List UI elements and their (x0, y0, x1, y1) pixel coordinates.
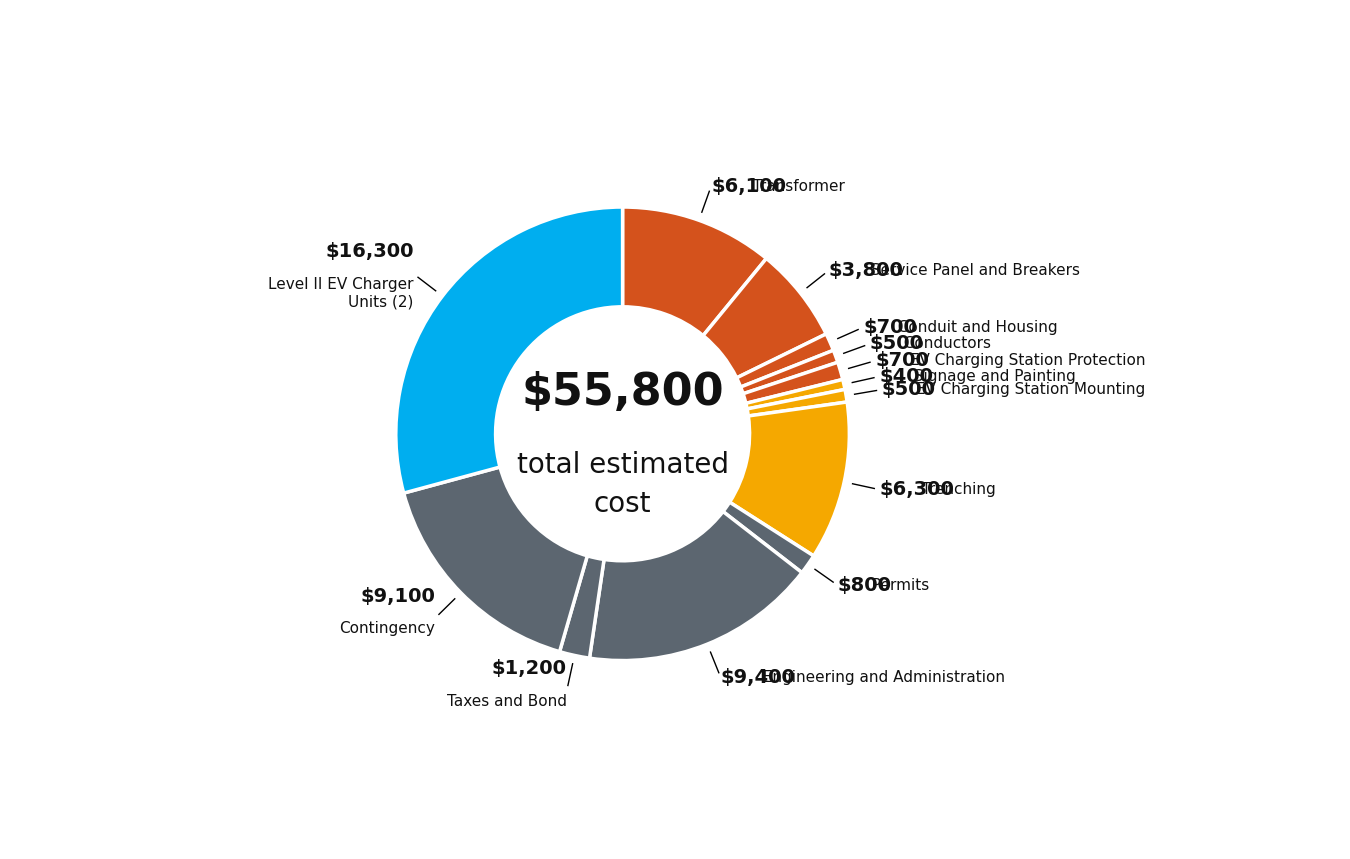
Text: Trenching: Trenching (911, 482, 995, 497)
Text: $9,100: $9,100 (360, 587, 435, 606)
Text: total estimated
cost: total estimated cost (517, 451, 729, 518)
Text: Level II EV Charger
Units (2): Level II EV Charger Units (2) (269, 277, 413, 309)
Wedge shape (743, 362, 842, 404)
Text: Permits: Permits (863, 578, 929, 593)
Wedge shape (703, 259, 826, 378)
Text: $500: $500 (882, 380, 936, 399)
Text: Service Panel and Breakers: Service Panel and Breakers (861, 263, 1080, 278)
Text: $6,300: $6,300 (880, 480, 954, 499)
Wedge shape (560, 556, 603, 658)
Wedge shape (747, 389, 846, 416)
Text: EV Charging Station Protection: EV Charging Station Protection (900, 353, 1145, 369)
Wedge shape (724, 503, 814, 573)
Wedge shape (737, 334, 833, 387)
Text: Engineering and Administration: Engineering and Administration (753, 670, 1004, 685)
Wedge shape (622, 207, 767, 336)
Wedge shape (396, 207, 622, 493)
Text: $55,800: $55,800 (521, 371, 724, 414)
Text: Contingency: Contingency (339, 621, 435, 637)
Wedge shape (590, 511, 802, 661)
Text: $800: $800 (837, 576, 891, 594)
Text: $400: $400 (879, 367, 933, 386)
Text: EV Charging Station Mounting: EV Charging Station Mounting (906, 382, 1146, 397)
Wedge shape (745, 380, 845, 409)
Text: $9,400: $9,400 (721, 668, 795, 687)
Text: $500: $500 (869, 334, 923, 353)
Text: Transformer: Transformer (744, 179, 845, 193)
Text: $1,200: $1,200 (491, 659, 567, 679)
Wedge shape (404, 467, 587, 652)
Text: $700: $700 (875, 351, 929, 370)
Text: $3,800: $3,800 (829, 261, 903, 280)
Text: Taxes and Bond: Taxes and Bond (447, 694, 567, 709)
Wedge shape (741, 350, 838, 393)
Text: Signage and Painting: Signage and Painting (904, 369, 1076, 384)
Text: $6,100: $6,100 (711, 177, 786, 196)
Text: Conduit and Housing: Conduit and Housing (888, 320, 1057, 335)
Text: Conductors: Conductors (894, 337, 991, 351)
Wedge shape (729, 402, 849, 556)
Text: $700: $700 (863, 318, 917, 337)
Text: $16,300: $16,300 (325, 242, 413, 261)
